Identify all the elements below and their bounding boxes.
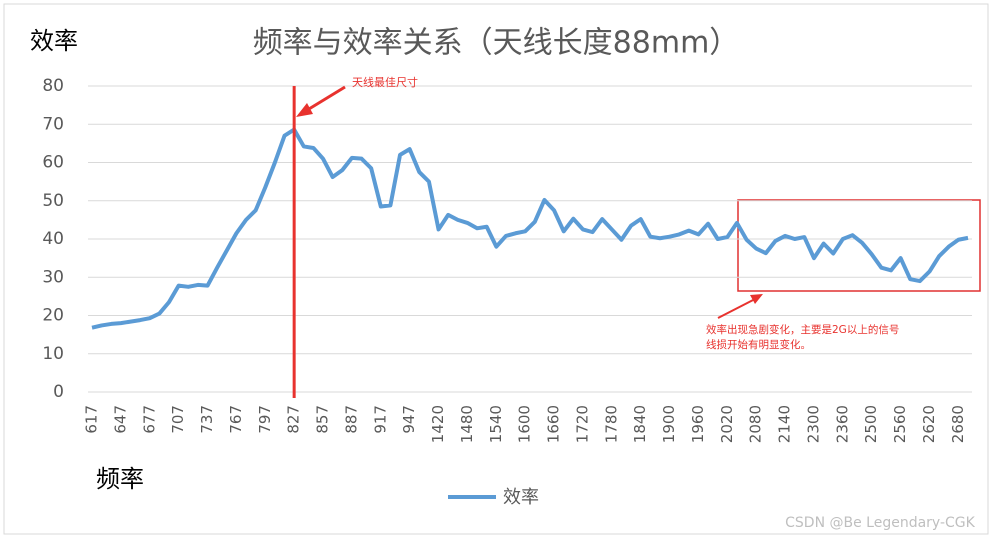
x-tick-label: 617 (83, 405, 101, 434)
y-tick-label: 30 (42, 267, 64, 287)
x-tick-label: 677 (140, 405, 158, 434)
x-tick-label: 1780 (602, 405, 620, 443)
x-tick-label: 1660 (545, 405, 563, 443)
x-tick-label: 1720 (573, 405, 591, 443)
annotation-text: 效率出现急剧变化，主要是2G以上的信号 (706, 323, 899, 336)
x-tick-label: 1480 (458, 405, 476, 443)
x-tick-label: 2500 (862, 405, 880, 443)
x-tick-label: 1840 (631, 405, 649, 443)
x-tick-label: 2080 (747, 405, 765, 443)
y-tick-label: 60 (42, 153, 64, 173)
y-tick-label: 80 (42, 76, 64, 96)
annotation-text: 线损开始有明显变化。 (706, 338, 811, 351)
x-tick-label: 797 (256, 405, 274, 434)
x-tick-label: 2300 (804, 405, 822, 443)
x-tick-label: 707 (169, 405, 187, 434)
y-tick-label: 20 (42, 306, 64, 326)
x-tick-label: 1600 (516, 405, 534, 443)
x-tick-label: 2680 (949, 405, 967, 443)
chart-title: 频率与效率关系（天线长度88mm） (253, 26, 740, 61)
x-tick-label: 2020 (718, 405, 736, 443)
x-tick-label: 767 (227, 405, 245, 434)
annotation-arrow (303, 85, 346, 114)
x-tick-label: 887 (342, 405, 360, 434)
x-tick-label: 2620 (920, 405, 938, 443)
annotation-arrow (717, 297, 758, 319)
y-tick-label: 40 (42, 229, 64, 249)
x-axis-label: 频率 (96, 465, 144, 493)
y-axis-label: 效率 (30, 27, 78, 55)
data-line (91, 127, 969, 330)
annotation-arrowhead (296, 103, 313, 117)
x-tick-label: 1420 (429, 405, 447, 443)
x-tick-label: 737 (198, 405, 216, 434)
annotation-text: 天线最佳尺寸 (352, 75, 418, 89)
y-tick-label: 10 (42, 344, 64, 364)
x-tick-label: 857 (314, 405, 332, 434)
x-tick-label: 2140 (776, 405, 794, 443)
highlight-box (737, 199, 981, 292)
watermark: CSDN @Be Legendary-CGK (785, 515, 976, 531)
x-tick-label: 917 (371, 405, 389, 434)
x-tick-label: 1960 (689, 405, 707, 443)
x-tick-label: 827 (285, 405, 303, 434)
legend-label: 效率 (503, 487, 539, 508)
y-tick-label: 70 (42, 114, 64, 134)
x-tick-label: 2360 (833, 405, 851, 443)
chart-frame (3, 3, 989, 535)
x-tick-label: 1900 (660, 405, 678, 443)
y-tick-label: 0 (53, 382, 64, 402)
x-tick-label: 647 (111, 405, 129, 434)
annotation-arrowhead (750, 294, 763, 304)
x-tick-label: 947 (400, 405, 418, 434)
x-tick-label: 2560 (891, 405, 909, 443)
x-tick-label: 1540 (487, 405, 505, 443)
y-tick-label: 50 (42, 191, 64, 211)
